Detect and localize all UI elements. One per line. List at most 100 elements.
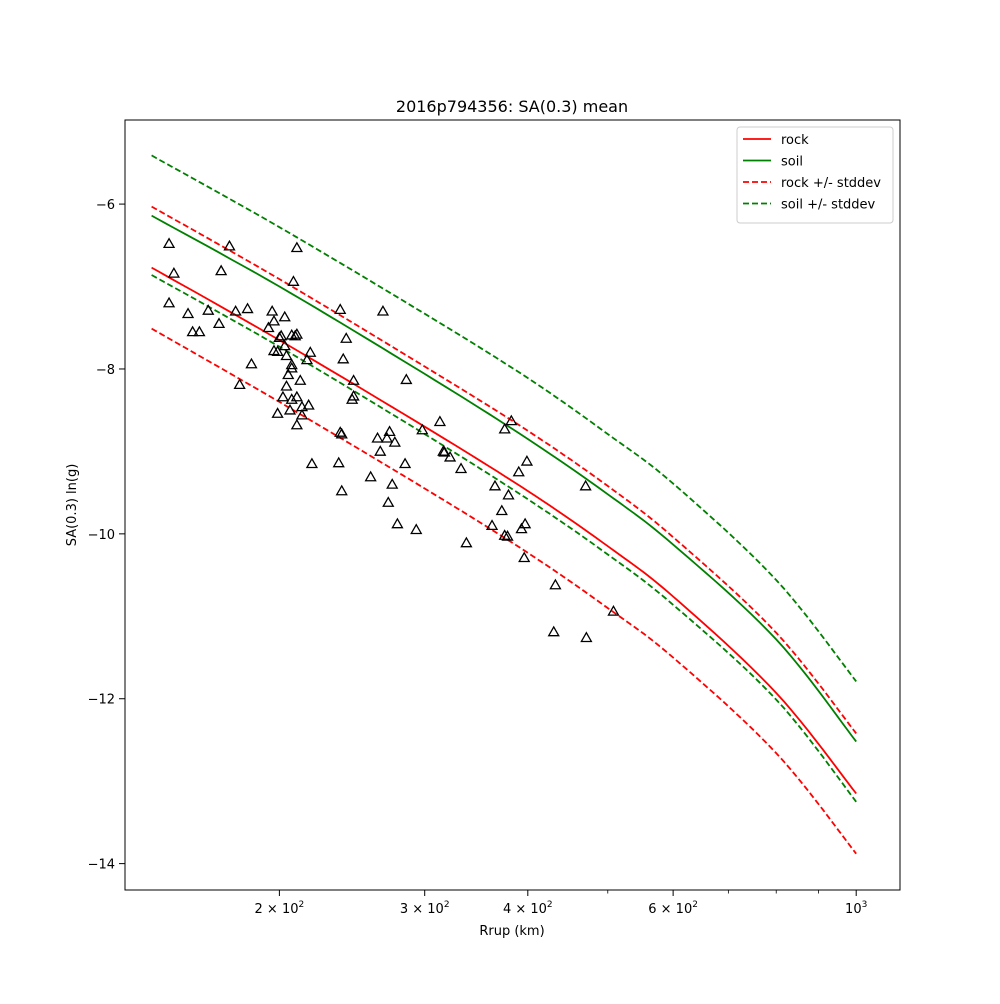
observation-marker	[278, 310, 291, 322]
observation-marker	[282, 368, 295, 380]
observation-marker	[181, 307, 195, 319]
observation-marker	[267, 314, 281, 326]
observation-marker	[266, 304, 279, 316]
observation-marker	[334, 303, 347, 315]
y-tick-label: −14	[88, 858, 115, 873]
observation-marker	[388, 436, 401, 447]
observation-marker	[290, 241, 303, 253]
observation-marker	[167, 267, 181, 278]
observation-marker	[212, 317, 226, 329]
observation-marker	[495, 504, 508, 516]
observation-marker	[280, 349, 293, 361]
observation-marker	[340, 332, 353, 343]
plot-frame	[124, 119, 901, 891]
series-line-rock-0	[151, 266, 857, 795]
observation-marker	[549, 578, 562, 590]
observation-marker	[162, 296, 176, 308]
observation-marker	[280, 379, 293, 391]
observation-marker	[332, 456, 345, 468]
observation-marker	[337, 352, 350, 364]
observation-marker	[300, 353, 314, 365]
observation-marker	[518, 517, 532, 529]
observation-marker	[295, 408, 309, 420]
observation-marker	[382, 496, 395, 507]
series-line-rock-stddev-2	[151, 205, 857, 734]
observation-marker	[289, 329, 302, 341]
chart-title: 2016p794356: SA(0.3) mean	[396, 97, 628, 116]
observation-marker	[285, 361, 298, 373]
observation-marker	[202, 304, 215, 315]
observation-marker	[460, 536, 473, 548]
x-axis-label: Rrup (km)	[479, 924, 544, 939]
x-tick-label: 6 × 102	[648, 900, 698, 917]
observation-marker	[305, 457, 319, 469]
observation-marker	[302, 398, 315, 410]
observation-marker	[498, 422, 511, 434]
observation-marker	[229, 304, 242, 316]
observation-marker	[416, 423, 429, 435]
observation-marker	[290, 328, 303, 339]
series-line-soil-stddev-4	[151, 154, 857, 682]
observation-marker	[410, 523, 423, 535]
observation-marker	[267, 344, 281, 356]
observation-marker	[276, 390, 290, 402]
observation-marker	[386, 478, 399, 489]
observation-marker	[287, 275, 300, 286]
y-axis: −6 −8 −10 −12 −14	[88, 198, 125, 873]
series-line-soil-1	[151, 214, 857, 743]
y-tick-label: −12	[88, 693, 115, 708]
y-tick-label: −6	[96, 198, 115, 213]
y-tick-label: −8	[96, 363, 115, 378]
observation-marker	[283, 403, 297, 415]
observation-marker	[271, 407, 284, 418]
observation-marker	[520, 454, 534, 466]
legend-label: rock +/- stddev	[781, 176, 881, 191]
observation-marker	[433, 415, 447, 427]
observation-marker	[162, 237, 176, 249]
observation-marker	[547, 625, 560, 637]
legend-label: soil +/- stddev	[781, 198, 876, 213]
observation-marker	[518, 551, 531, 563]
observation-marker	[233, 378, 246, 390]
observation-marker	[607, 605, 620, 616]
x-axis: 2 × 102 3 × 102 4 × 102 6 × 102 103	[255, 890, 867, 917]
observation-marker	[488, 479, 502, 491]
series-line-unnamed-3	[151, 327, 857, 855]
observation-marker	[364, 470, 377, 482]
observation-marker	[285, 358, 298, 370]
observation-marker	[502, 488, 515, 500]
y-tick-label: −10	[88, 528, 115, 543]
observation-marker	[241, 302, 254, 314]
observation-marker	[335, 484, 348, 496]
observation-marker	[347, 389, 360, 401]
observation-marker	[335, 427, 348, 439]
series-layer	[151, 154, 857, 855]
observation-marker	[285, 393, 298, 404]
x-tick-label: 3 × 102	[400, 900, 450, 917]
observation-marker	[278, 339, 291, 351]
observation-marker	[391, 517, 404, 529]
observation-marker	[290, 390, 303, 402]
observation-marker	[347, 374, 360, 385]
x-tick-label: 4 × 102	[503, 900, 553, 917]
observation-marker	[294, 374, 307, 385]
observation-marker	[398, 457, 412, 469]
observation-marker	[485, 519, 499, 531]
observation-marker	[215, 264, 228, 276]
observation-marker	[371, 431, 384, 443]
observation-marker	[498, 529, 511, 540]
observation-marker	[579, 479, 592, 491]
observation-marker	[290, 418, 303, 430]
legend-label: soil	[781, 155, 803, 170]
x-tick-label: 2 × 102	[255, 900, 305, 917]
observation-marker	[400, 373, 413, 385]
observation-marker	[262, 321, 275, 333]
observation-marker	[273, 331, 286, 343]
observation-marker	[186, 325, 199, 337]
observation-marker	[376, 304, 390, 316]
legend-box	[736, 126, 894, 224]
observation-marker	[501, 530, 514, 541]
observation-marker	[443, 450, 457, 462]
